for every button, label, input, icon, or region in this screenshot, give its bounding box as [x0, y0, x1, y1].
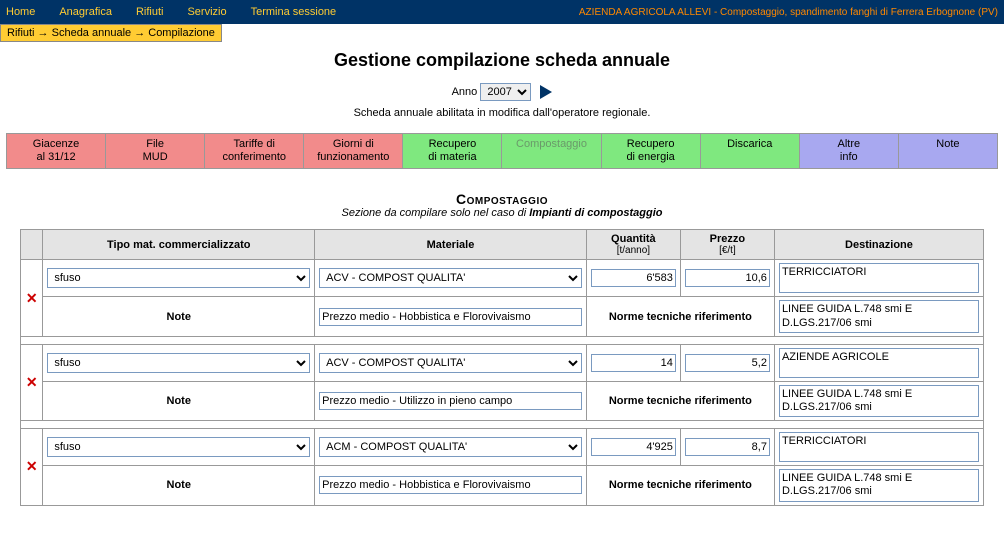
- prezzo-input[interactable]: [685, 354, 770, 372]
- menu-anagrafica[interactable]: Anagrafica: [59, 6, 112, 18]
- tab-recupero-materia[interactable]: Recupero di materia: [403, 134, 502, 168]
- prezzo-input[interactable]: [685, 438, 770, 456]
- norme-box[interactable]: LINEE GUIDA L.748 smi E D.LGS.217/06 smi: [779, 469, 979, 501]
- tab-giorni[interactable]: Giorni di funzionamento: [304, 134, 403, 168]
- delete-row-icon[interactable]: ✕: [26, 290, 38, 306]
- tab-note[interactable]: Note: [899, 134, 997, 168]
- table-row: ✕sfusoACM - COMPOST QUALITA'TERRICCIATOR…: [21, 429, 984, 466]
- tipo-select[interactable]: sfuso: [47, 268, 310, 288]
- note-input[interactable]: [319, 476, 582, 494]
- menu-rifiuti[interactable]: Rifiuti: [136, 6, 164, 18]
- top-menu-bar: Home Anagrafica Rifiuti Servizio Termina…: [0, 0, 1004, 24]
- note-label: Note: [43, 381, 315, 420]
- col-materiale: Materiale: [315, 230, 587, 260]
- norme-box[interactable]: LINEE GUIDA L.748 smi E D.LGS.217/06 smi: [779, 385, 979, 417]
- tab-altre-info[interactable]: Altre info: [800, 134, 899, 168]
- norme-box[interactable]: LINEE GUIDA L.748 smi E D.LGS.217/06 smi: [779, 300, 979, 332]
- col-quantita: Quantità[t/anno]: [586, 230, 680, 260]
- menu-home[interactable]: Home: [6, 6, 35, 18]
- destinazione-box[interactable]: TERRICCIATORI: [779, 263, 979, 293]
- tipo-select[interactable]: sfuso: [47, 437, 310, 457]
- materiale-select[interactable]: ACM - COMPOST QUALITA': [319, 437, 582, 457]
- tab-file-mud[interactable]: File MUD: [106, 134, 205, 168]
- year-label: Anno: [452, 86, 478, 98]
- prezzo-input[interactable]: [685, 269, 770, 287]
- tab-recupero-energia[interactable]: Recupero di energia: [602, 134, 701, 168]
- materiale-select[interactable]: ACV - COMPOST QUALITA': [319, 353, 582, 373]
- col-destinazione: Destinazione: [774, 230, 983, 260]
- tab-giacenze[interactable]: Giacenze al 31/12: [7, 134, 106, 168]
- delete-row-icon[interactable]: ✕: [26, 458, 38, 474]
- quantita-input[interactable]: [591, 438, 676, 456]
- delete-row-icon[interactable]: ✕: [26, 374, 38, 390]
- tab-tariffe[interactable]: Tariffe di conferimento: [205, 134, 304, 168]
- tipo-select[interactable]: sfuso: [47, 353, 310, 373]
- section-title: Compostaggio: [0, 191, 1004, 207]
- quantita-input[interactable]: [591, 269, 676, 287]
- menu-servizio[interactable]: Servizio: [187, 6, 226, 18]
- tab-bar: Giacenze al 31/12 File MUD Tariffe di co…: [6, 133, 998, 169]
- norme-label: Norme tecniche riferimento: [586, 466, 774, 505]
- company-label: AZIENDA AGRICOLA ALLEVI - Compostaggio, …: [579, 7, 998, 18]
- page-title: Gestione compilazione scheda annuale: [0, 50, 1004, 71]
- compostaggio-table: Tipo mat. commercializzato Materiale Qua…: [20, 229, 984, 505]
- col-prezzo: Prezzo[€/t]: [680, 230, 774, 260]
- col-delete: [21, 230, 43, 260]
- table-row: ✕sfusoACV - COMPOST QUALITA'AZIENDE AGRI…: [21, 344, 984, 381]
- note-label: Note: [43, 297, 315, 336]
- note-label: Note: [43, 466, 315, 505]
- tab-compostaggio[interactable]: Compostaggio: [502, 134, 601, 168]
- destinazione-box[interactable]: AZIENDE AGRICOLE: [779, 348, 979, 378]
- year-select[interactable]: 2007: [480, 83, 531, 101]
- destinazione-box[interactable]: TERRICCIATORI: [779, 432, 979, 462]
- quantita-input[interactable]: [591, 354, 676, 372]
- go-icon[interactable]: [540, 85, 552, 99]
- tab-discarica[interactable]: Discarica: [701, 134, 800, 168]
- norme-label: Norme tecniche riferimento: [586, 297, 774, 336]
- norme-label: Norme tecniche riferimento: [586, 381, 774, 420]
- menu-termina-sessione[interactable]: Termina sessione: [251, 6, 337, 18]
- section-subtitle: Sezione da compilare solo nel caso di Im…: [0, 207, 1004, 219]
- note-input[interactable]: [319, 308, 582, 326]
- table-row: ✕sfusoACV - COMPOST QUALITA'TERRICCIATOR…: [21, 260, 984, 297]
- table-row-notes: Note Norme tecniche riferimentoLINEE GUID…: [21, 297, 984, 336]
- note-input[interactable]: [319, 392, 582, 410]
- col-tipo: Tipo mat. commercializzato: [43, 230, 315, 260]
- table-row-notes: Note Norme tecniche riferimentoLINEE GUID…: [21, 381, 984, 420]
- status-line: Scheda annuale abilitata in modifica dal…: [0, 107, 1004, 119]
- breadcrumb: Rifiuti → Scheda annuale → Compilazione: [0, 24, 222, 42]
- materiale-select[interactable]: ACV - COMPOST QUALITA': [319, 268, 582, 288]
- table-row-notes: Note Norme tecniche riferimentoLINEE GUID…: [21, 466, 984, 505]
